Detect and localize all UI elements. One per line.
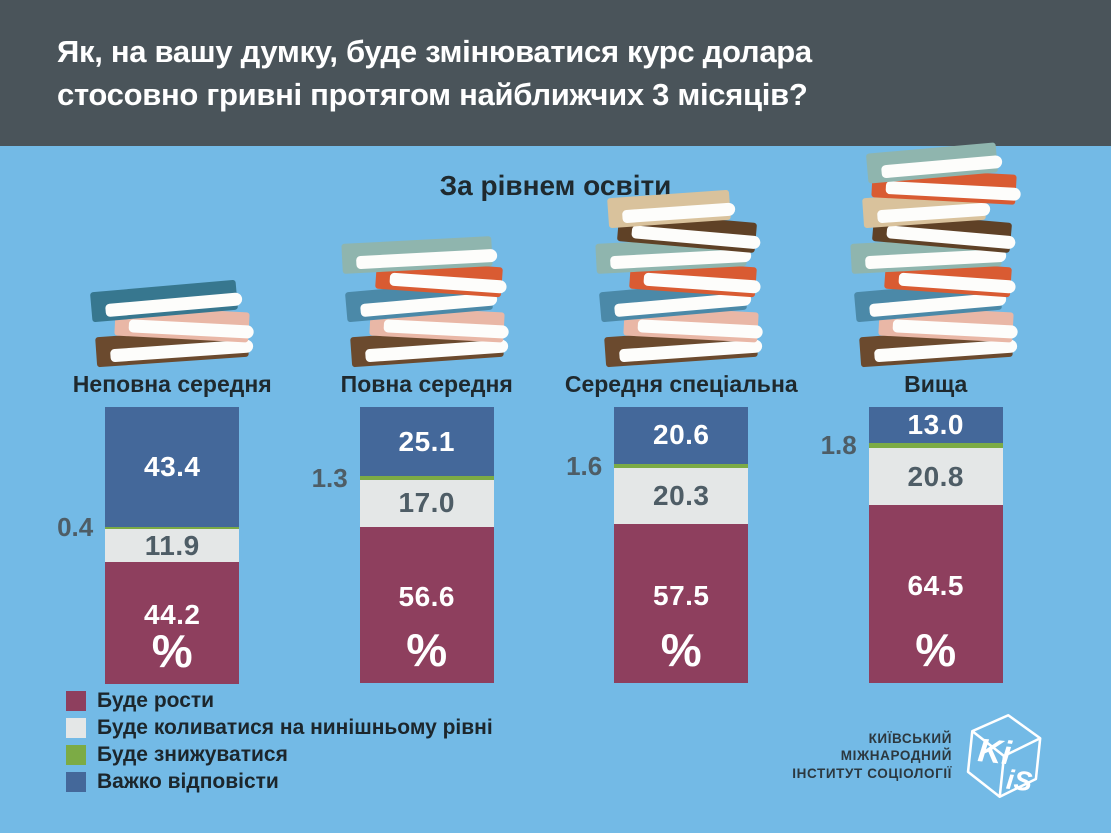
bar-segment: 25.1	[359, 407, 494, 477]
outside-value-label: 1.8	[820, 430, 857, 461]
legend-swatch	[66, 718, 86, 738]
segment-value: 20.8	[907, 460, 964, 492]
bar-segment: 20.8	[868, 447, 1003, 506]
percent-symbol: %	[660, 623, 702, 676]
stacked-bar: 25.1 17.0 56.6% 1.3	[312, 407, 494, 683]
segment-value: 64.5	[907, 570, 964, 602]
org-line-2: МІЖНАРОДНИЙ	[840, 748, 952, 764]
segment-value: 17.0	[398, 487, 455, 519]
legend-swatch	[66, 745, 86, 765]
book-stack-illustration	[831, 142, 1041, 368]
segment-value: 11.9	[144, 529, 200, 561]
stacked-bar: 43.4 11.9 44.2% 0.4	[57, 407, 240, 685]
percent-symbol: %	[406, 623, 448, 676]
category-label: Вища	[904, 371, 968, 397]
stacked-bar-chart: Неповна середня 43.4 11.9 44.2% 0.4 Повна сер…	[45, 142, 1064, 685]
segment-value: 57.5	[653, 579, 710, 611]
legend-item-1: Буде рости	[66, 689, 493, 712]
segment-value: 13.0	[907, 408, 964, 440]
org-line-1: КИЇВСЬКИЙ	[868, 730, 952, 746]
outside-value-label: 0.4	[57, 512, 94, 543]
org-name: КИЇВСЬКИЙ МІЖНАРОДНИЙ ІНСТИТУТ СОЦІОЛОГІ…	[792, 730, 952, 783]
chart-column-2: Повна середня 25.1 17.0 56.6% 1.3	[300, 162, 555, 683]
bar-segment: 11.9	[105, 529, 240, 563]
chart-column-4: Вища 13.0 20.8 64.5% 1.8	[809, 142, 1064, 684]
percent-symbol: %	[915, 624, 957, 677]
chart-column-3: Середня спеціальна 20.6 20.3 57.5% 1.6	[554, 162, 809, 683]
bar-segment: 20.3	[614, 468, 749, 525]
segment-value: 44.2	[144, 599, 201, 631]
bar-segment: 64.5%	[868, 505, 1003, 684]
bar-segment: 44.2%	[105, 562, 240, 685]
segment-value: 56.6	[398, 580, 455, 612]
legend-item-4: Важко відповісти	[66, 770, 493, 793]
legend-swatch	[66, 691, 86, 711]
legend-swatch	[66, 772, 86, 792]
bar-segment: 13.0	[868, 407, 1003, 443]
bar-segment: 57.5%	[614, 524, 749, 683]
stacked-bar: 13.0 20.8 64.5% 1.8	[821, 407, 1003, 684]
bar-segment: 43.4	[105, 407, 240, 527]
category-label: Повна середня	[340, 371, 513, 397]
legend-item-3: Буде знижуватися	[66, 743, 493, 766]
bar-segment: 17.0	[359, 479, 494, 527]
outside-value-label: 1.3	[311, 463, 348, 494]
book-stack-area	[300, 162, 555, 368]
svg-text:iS: iS	[1005, 764, 1034, 798]
stacked-bar: 20.6 20.3 57.5% 1.6	[566, 407, 749, 683]
percent-symbol: %	[151, 625, 193, 678]
title-line-1: Як, на вашу думку, буде змінюватися курс…	[57, 34, 812, 69]
book-stack-illustration	[322, 236, 532, 368]
segment-value: 20.6	[653, 419, 710, 451]
org-line-3: ІНСТИТУТ СОЦІОЛОГІЇ	[792, 765, 952, 781]
legend-item-2: Буде коливатися на нинішньому рівні	[66, 716, 493, 739]
bar-segment	[105, 526, 240, 530]
category-label: Неповна середня	[72, 371, 272, 397]
book-stack-illustration	[67, 279, 277, 368]
bar-segment	[614, 463, 749, 469]
book-stack-area	[554, 162, 809, 368]
category-label: Середня спеціальна	[564, 371, 798, 397]
segment-value: 25.1	[398, 425, 455, 457]
legend: Буде рости Буде коливатися на нинішньому …	[66, 689, 493, 799]
book-stack-area	[809, 142, 1064, 368]
bar-segment	[359, 476, 494, 480]
title-line-2: стосовно гривні протягом найближчих 3 мі…	[57, 77, 808, 112]
kiis-cube-logo-icon: Ki iS	[966, 714, 1042, 798]
page-title: Як, на вашу думку, буде змінюватися курс…	[57, 30, 812, 116]
bar-segment: 56.6%	[359, 526, 494, 683]
segment-value: 20.3	[653, 480, 710, 512]
legend-label: Буде знижуватися	[97, 743, 288, 766]
bar-segment: 20.6	[614, 407, 749, 464]
bar-segment	[868, 442, 1003, 448]
outside-value-label: 1.6	[566, 451, 603, 482]
brand: КИЇВСЬКИЙ МІЖНАРОДНИЙ ІНСТИТУТ СОЦІОЛОГІ…	[792, 712, 1043, 800]
legend-label: Буде коливатися на нинішньому рівні	[97, 716, 493, 739]
svg-text:Ki: Ki	[976, 732, 1014, 772]
legend-label: Буде рости	[97, 689, 215, 712]
header: Як, на вашу думку, буде змінюватися курс…	[0, 0, 1111, 146]
book-stack-area	[45, 162, 300, 368]
book-stack-illustration	[576, 189, 786, 368]
segment-value: 43.4	[144, 450, 201, 482]
chart-column-1: Неповна середня 43.4 11.9 44.2% 0.4	[45, 162, 300, 685]
legend-label: Важко відповісти	[97, 770, 279, 793]
